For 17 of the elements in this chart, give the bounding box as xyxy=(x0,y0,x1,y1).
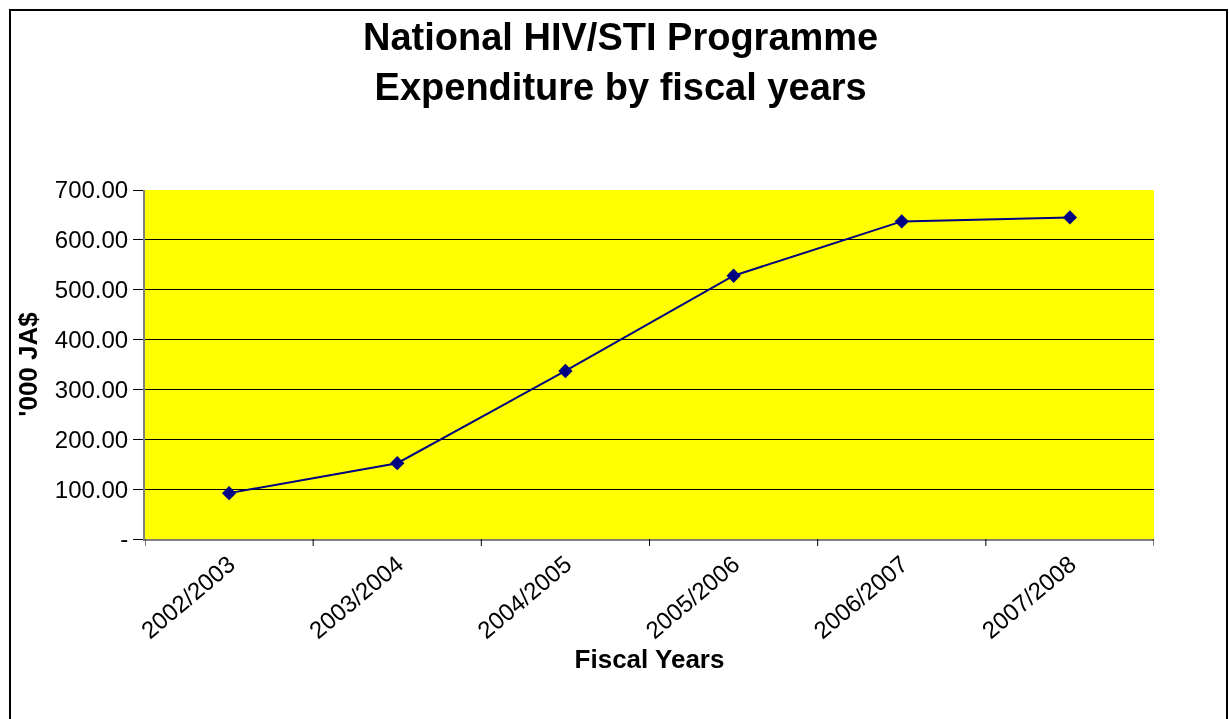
y-tick-label: 600.00 xyxy=(54,226,129,254)
point xyxy=(894,214,909,229)
point xyxy=(390,456,405,471)
point xyxy=(1062,210,1078,225)
y-tick-label: 400.00 xyxy=(54,325,129,353)
y-tick-label: 500.00 xyxy=(54,276,129,304)
y-tick-label: 200.00 xyxy=(54,425,129,453)
y-tick-label: 100.00 xyxy=(54,475,129,503)
point xyxy=(726,268,741,283)
y-axis-title: '000 JA$ xyxy=(12,311,43,417)
y-tick-label: 700.00 xyxy=(54,176,129,204)
point xyxy=(221,485,237,501)
x-axis-title: Fiscal Years xyxy=(574,643,725,674)
point xyxy=(558,363,573,379)
chart-title: National HIV/STI Programme Expenditure by fiscal years xyxy=(363,16,879,108)
y-tick-label: - xyxy=(120,525,129,553)
y-tick-label: 300.00 xyxy=(54,375,129,403)
